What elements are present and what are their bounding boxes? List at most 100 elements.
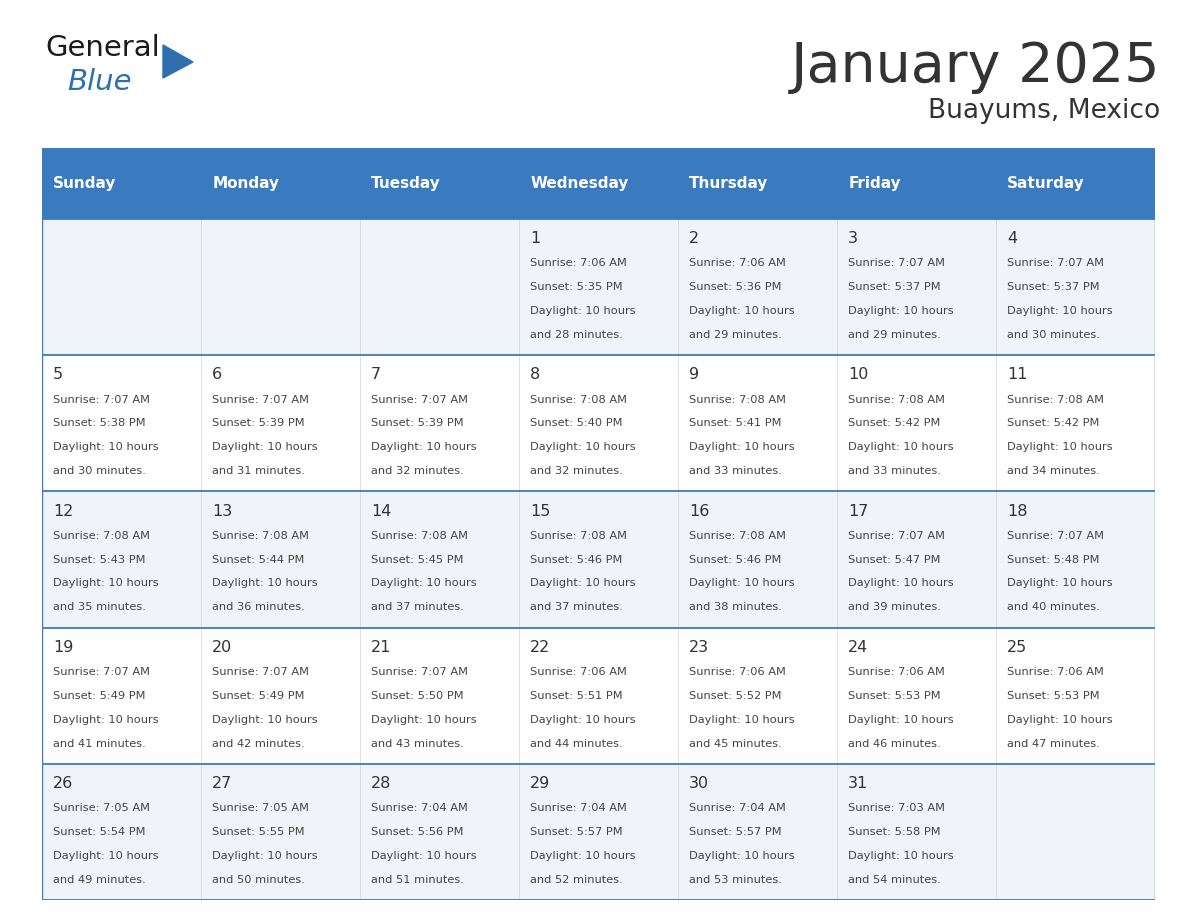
Text: Sunset: 5:44 PM: Sunset: 5:44 PM [213,554,304,565]
Text: Blue: Blue [67,68,132,96]
Text: Sunrise: 7:07 AM: Sunrise: 7:07 AM [1007,531,1104,541]
Text: 23: 23 [689,640,709,655]
Text: Sunset: 5:40 PM: Sunset: 5:40 PM [530,419,623,429]
Text: 21: 21 [371,640,392,655]
Text: and 44 minutes.: and 44 minutes. [530,739,623,748]
Text: Daylight: 10 hours: Daylight: 10 hours [689,851,795,861]
Text: Sunset: 5:46 PM: Sunset: 5:46 PM [689,554,782,565]
Text: 9: 9 [689,367,700,382]
Text: Daylight: 10 hours: Daylight: 10 hours [848,851,954,861]
Text: January 2025: January 2025 [790,40,1159,94]
Text: Daylight: 10 hours: Daylight: 10 hours [689,578,795,588]
Text: Sunrise: 7:04 AM: Sunrise: 7:04 AM [371,803,468,813]
Text: Sunset: 5:49 PM: Sunset: 5:49 PM [213,691,304,700]
Text: Sunrise: 7:07 AM: Sunrise: 7:07 AM [1007,258,1104,268]
FancyBboxPatch shape [838,148,996,218]
Text: and 31 minutes.: and 31 minutes. [213,466,305,476]
Text: Friday: Friday [848,176,901,191]
Text: Buayums, Mexico: Buayums, Mexico [928,98,1159,124]
Text: and 32 minutes.: and 32 minutes. [530,466,623,476]
Text: Daylight: 10 hours: Daylight: 10 hours [530,715,636,724]
Text: and 29 minutes.: and 29 minutes. [848,330,941,340]
Text: Sunrise: 7:07 AM: Sunrise: 7:07 AM [53,395,150,405]
Text: Sunset: 5:43 PM: Sunset: 5:43 PM [53,554,146,565]
Text: Sunrise: 7:07 AM: Sunrise: 7:07 AM [213,395,309,405]
Text: Daylight: 10 hours: Daylight: 10 hours [53,851,159,861]
Text: Sunday: Sunday [53,176,116,191]
FancyBboxPatch shape [42,491,1155,628]
Text: 31: 31 [848,776,868,791]
Text: Sunrise: 7:08 AM: Sunrise: 7:08 AM [530,531,627,541]
Text: and 34 minutes.: and 34 minutes. [1007,466,1100,476]
Text: Daylight: 10 hours: Daylight: 10 hours [53,715,159,724]
Text: and 38 minutes.: and 38 minutes. [689,602,782,612]
FancyBboxPatch shape [42,148,201,218]
Text: 5: 5 [53,367,63,382]
FancyBboxPatch shape [42,218,1155,355]
Text: Sunset: 5:36 PM: Sunset: 5:36 PM [689,282,782,292]
Text: 27: 27 [213,776,233,791]
FancyBboxPatch shape [519,148,678,218]
Text: 13: 13 [213,504,233,519]
Text: Sunrise: 7:04 AM: Sunrise: 7:04 AM [689,803,786,813]
Text: Sunset: 5:56 PM: Sunset: 5:56 PM [371,827,463,837]
Text: Saturday: Saturday [1007,176,1085,191]
Text: Sunset: 5:37 PM: Sunset: 5:37 PM [1007,282,1100,292]
FancyBboxPatch shape [678,148,838,218]
Text: and 39 minutes.: and 39 minutes. [848,602,941,612]
Text: Daylight: 10 hours: Daylight: 10 hours [1007,306,1113,316]
Text: Daylight: 10 hours: Daylight: 10 hours [371,442,476,453]
Text: and 54 minutes.: and 54 minutes. [848,875,941,885]
Text: Daylight: 10 hours: Daylight: 10 hours [371,578,476,588]
Text: and 51 minutes.: and 51 minutes. [371,875,465,885]
Text: Daylight: 10 hours: Daylight: 10 hours [53,442,159,453]
Text: and 33 minutes.: and 33 minutes. [689,466,782,476]
Text: Sunset: 5:46 PM: Sunset: 5:46 PM [530,554,623,565]
Text: Daylight: 10 hours: Daylight: 10 hours [213,715,317,724]
Text: Tuesday: Tuesday [371,176,441,191]
Text: Daylight: 10 hours: Daylight: 10 hours [848,715,954,724]
Text: Thursday: Thursday [689,176,769,191]
Text: and 41 minutes.: and 41 minutes. [53,739,146,748]
Text: General: General [45,34,159,62]
Text: Sunset: 5:39 PM: Sunset: 5:39 PM [371,419,463,429]
Text: Sunset: 5:45 PM: Sunset: 5:45 PM [371,554,463,565]
Text: 26: 26 [53,776,74,791]
Text: Daylight: 10 hours: Daylight: 10 hours [53,578,159,588]
Text: and 35 minutes.: and 35 minutes. [53,602,146,612]
FancyBboxPatch shape [42,628,1155,764]
Text: Sunrise: 7:08 AM: Sunrise: 7:08 AM [1007,395,1104,405]
Text: Sunset: 5:53 PM: Sunset: 5:53 PM [1007,691,1100,700]
Text: 22: 22 [530,640,550,655]
Text: Sunrise: 7:08 AM: Sunrise: 7:08 AM [848,395,946,405]
Text: Sunset: 5:49 PM: Sunset: 5:49 PM [53,691,146,700]
FancyBboxPatch shape [360,148,519,218]
Text: Sunset: 5:42 PM: Sunset: 5:42 PM [848,419,941,429]
Text: Daylight: 10 hours: Daylight: 10 hours [530,851,636,861]
FancyBboxPatch shape [42,764,1155,900]
Text: Sunrise: 7:08 AM: Sunrise: 7:08 AM [371,531,468,541]
Text: and 37 minutes.: and 37 minutes. [530,602,623,612]
Text: and 42 minutes.: and 42 minutes. [213,739,305,748]
Text: Sunrise: 7:03 AM: Sunrise: 7:03 AM [848,803,946,813]
Text: 28: 28 [371,776,392,791]
Text: and 36 minutes.: and 36 minutes. [213,602,305,612]
Text: 16: 16 [689,504,709,519]
Text: Sunset: 5:54 PM: Sunset: 5:54 PM [53,827,146,837]
Text: Daylight: 10 hours: Daylight: 10 hours [530,442,636,453]
Text: 4: 4 [1007,231,1017,246]
Text: Daylight: 10 hours: Daylight: 10 hours [689,442,795,453]
Text: Sunset: 5:55 PM: Sunset: 5:55 PM [213,827,305,837]
Text: Daylight: 10 hours: Daylight: 10 hours [371,851,476,861]
Text: Sunset: 5:42 PM: Sunset: 5:42 PM [1007,419,1100,429]
Text: Sunrise: 7:06 AM: Sunrise: 7:06 AM [848,667,944,677]
FancyBboxPatch shape [996,148,1155,218]
Text: Sunset: 5:58 PM: Sunset: 5:58 PM [848,827,941,837]
Text: and 29 minutes.: and 29 minutes. [689,330,782,340]
Text: Sunset: 5:41 PM: Sunset: 5:41 PM [689,419,782,429]
Text: Sunrise: 7:04 AM: Sunrise: 7:04 AM [530,803,627,813]
Text: Daylight: 10 hours: Daylight: 10 hours [848,442,954,453]
Text: 1: 1 [530,231,541,246]
Text: Sunrise: 7:08 AM: Sunrise: 7:08 AM [213,531,309,541]
Text: Sunrise: 7:06 AM: Sunrise: 7:06 AM [530,667,627,677]
